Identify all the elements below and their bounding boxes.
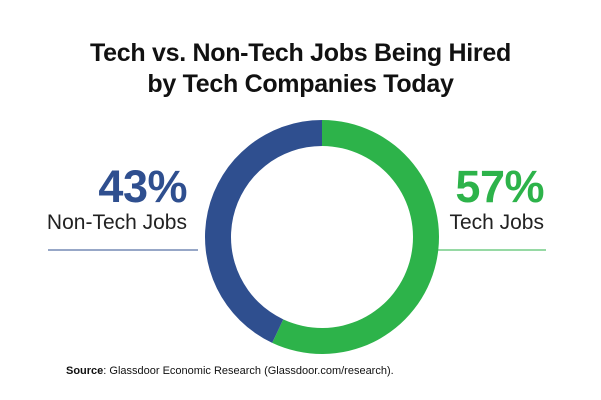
non-tech-percent-label: 43% — [98, 161, 187, 212]
chart-title-line-1: Tech vs. Non-Tech Jobs Being Hired — [90, 39, 511, 67]
chart-title: Tech vs. Non-Tech Jobs Being Hired by Te… — [0, 38, 601, 100]
source-label: Source — [66, 365, 104, 377]
source-note: Source: Glassdoor Economic Research (Gla… — [66, 365, 394, 377]
source-text: : Glassdoor Economic Research (Glassdoor… — [103, 365, 394, 377]
tech-jobs-slice — [272, 120, 440, 354]
non-tech-jobs-slice — [204, 120, 322, 343]
non-tech-category-label: Non-Tech Jobs — [46, 211, 187, 234]
tech-category-label: Tech Jobs — [449, 211, 544, 234]
chart-title-line-2: by Tech Companies Today — [147, 70, 454, 98]
tech-percent-label: 57% — [455, 161, 544, 212]
